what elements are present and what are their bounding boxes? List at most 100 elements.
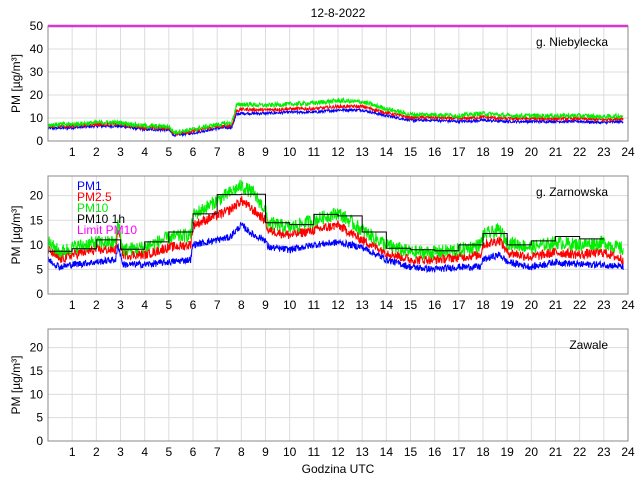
y-tick-label: 10 [30,238,44,252]
x-tick-label: 24 [621,298,635,312]
x-tick-label: 2 [93,145,100,159]
x-tick-label: 20 [525,445,539,459]
x-tick-label: 19 [500,145,514,159]
x-tick-label: 10 [283,445,297,459]
x-tick-label: 19 [500,445,514,459]
x-tick-label: 13 [355,145,369,159]
x-tick-label: 18 [476,445,490,459]
y-tick-label: 0 [36,434,43,448]
x-tick-label: 7 [214,298,221,312]
series-pm1-line [47,221,624,274]
x-tick-label: 6 [190,145,197,159]
x-tick-label: 7 [214,445,221,459]
y-tick-label: 15 [30,364,44,378]
x-tick-label: 6 [190,298,197,312]
x-tick-label: 1 [69,445,76,459]
x-tick-label: 16 [428,298,442,312]
legend-entry: PM10 1h [77,212,125,226]
x-tick-label: 21 [549,445,563,459]
x-tick-label: 12 [331,445,345,459]
legend-entry: PM10 [77,201,109,215]
station-label: g. Zarnowska [536,185,608,199]
x-tick-label: 10 [283,145,297,159]
x-tick-label: 23 [597,445,611,459]
y-axis-label: PM [µg/m³] [9,356,23,415]
legend-entry: PM1 [77,179,102,193]
series-pm25-line [47,103,624,137]
x-tick-label: 8 [238,145,245,159]
x-tick-label: 17 [452,145,466,159]
x-tick-label: 2 [93,298,100,312]
legend-entry: PM2.5 [77,190,112,204]
plot-frame [47,328,629,442]
x-tick-label: 5 [165,145,172,159]
x-tick-label: 18 [476,298,490,312]
x-tick-label: 17 [452,298,466,312]
x-tick-label: 14 [380,445,394,459]
series-pm10-line [47,179,624,260]
x-tick-label: 15 [404,145,418,159]
y-tick-label: 10 [30,111,44,125]
station-label: Zawale [569,338,608,352]
x-tick-label: 12 [331,145,345,159]
x-tick-label: 13 [355,445,369,459]
y-tick-label: 30 [30,65,44,79]
x-tick-label: 19 [500,298,514,312]
x-tick-label: 13 [355,298,369,312]
x-tick-label: 11 [308,445,321,459]
y-tick-label: 40 [30,42,44,56]
chart-title: 12-8-2022 [311,6,366,20]
x-tick-label: 16 [428,445,442,459]
y-tick-label: 0 [36,134,43,148]
x-tick-label: 24 [621,145,635,159]
y-tick-label: 20 [30,88,44,102]
station-label: g. Niebylecka [536,35,608,49]
x-tick-label: 4 [141,145,148,159]
panel-1: 1 2 3 4 5 6 7 8 9 10 11 12 13 14 15 16 17 18 19 20 21 22 23 240… [9,19,635,159]
x-tick-label: 2 [93,445,100,459]
plot-frame [47,175,629,295]
x-tick-label: 7 [214,145,221,159]
series-pm10-1h-line [48,193,604,252]
x-tick-label: 5 [165,298,172,312]
y-tick-label: 5 [36,411,43,425]
series-pm10-line [47,96,624,136]
x-tick-label: 17 [452,445,466,459]
x-tick-label: 4 [141,445,148,459]
x-tick-label: 22 [573,298,587,312]
y-tick-label: 20 [30,341,44,355]
x-tick-label: 3 [117,145,124,159]
y-tick-label: 10 [30,387,44,401]
x-tick-label: 4 [141,298,148,312]
x-tick-label: 8 [238,298,245,312]
legend-entry: Limit PM10 [77,223,137,237]
x-tick-label: 24 [621,445,635,459]
x-tick-label: 11 [308,145,321,159]
panel-3: 1 2 3 4 5 6 7 8 9 10 11 12 13 14 15 16 17 18 19 20 21 22 23 240… [9,328,635,459]
x-tick-label: 14 [380,298,394,312]
x-tick-label: 5 [165,445,172,459]
x-tick-label: 8 [238,445,245,459]
x-tick-label: 21 [549,145,563,159]
y-axis-label: PM [µg/m³] [9,54,23,113]
x-tick-label: 12 [331,298,345,312]
x-tick-label: 6 [190,445,197,459]
x-tick-label: 9 [262,298,269,312]
x-tick-label: 20 [525,145,539,159]
x-tick-label: 21 [549,298,563,312]
x-tick-label: 10 [283,298,297,312]
plot-frame [47,25,629,142]
x-axis-label: Godzina UTC [302,462,375,476]
x-tick-label: 20 [525,298,539,312]
x-tick-label: 14 [380,145,394,159]
x-tick-label: 16 [428,145,442,159]
x-tick-label: 15 [404,298,418,312]
x-tick-label: 9 [262,145,269,159]
x-tick-label: 1 [69,298,76,312]
y-axis-label: PM [µg/m³] [9,206,23,265]
x-tick-label: 1 [69,145,76,159]
y-tick-label: 20 [30,189,44,203]
y-tick-label: 15 [30,213,44,227]
x-tick-label: 23 [597,145,611,159]
